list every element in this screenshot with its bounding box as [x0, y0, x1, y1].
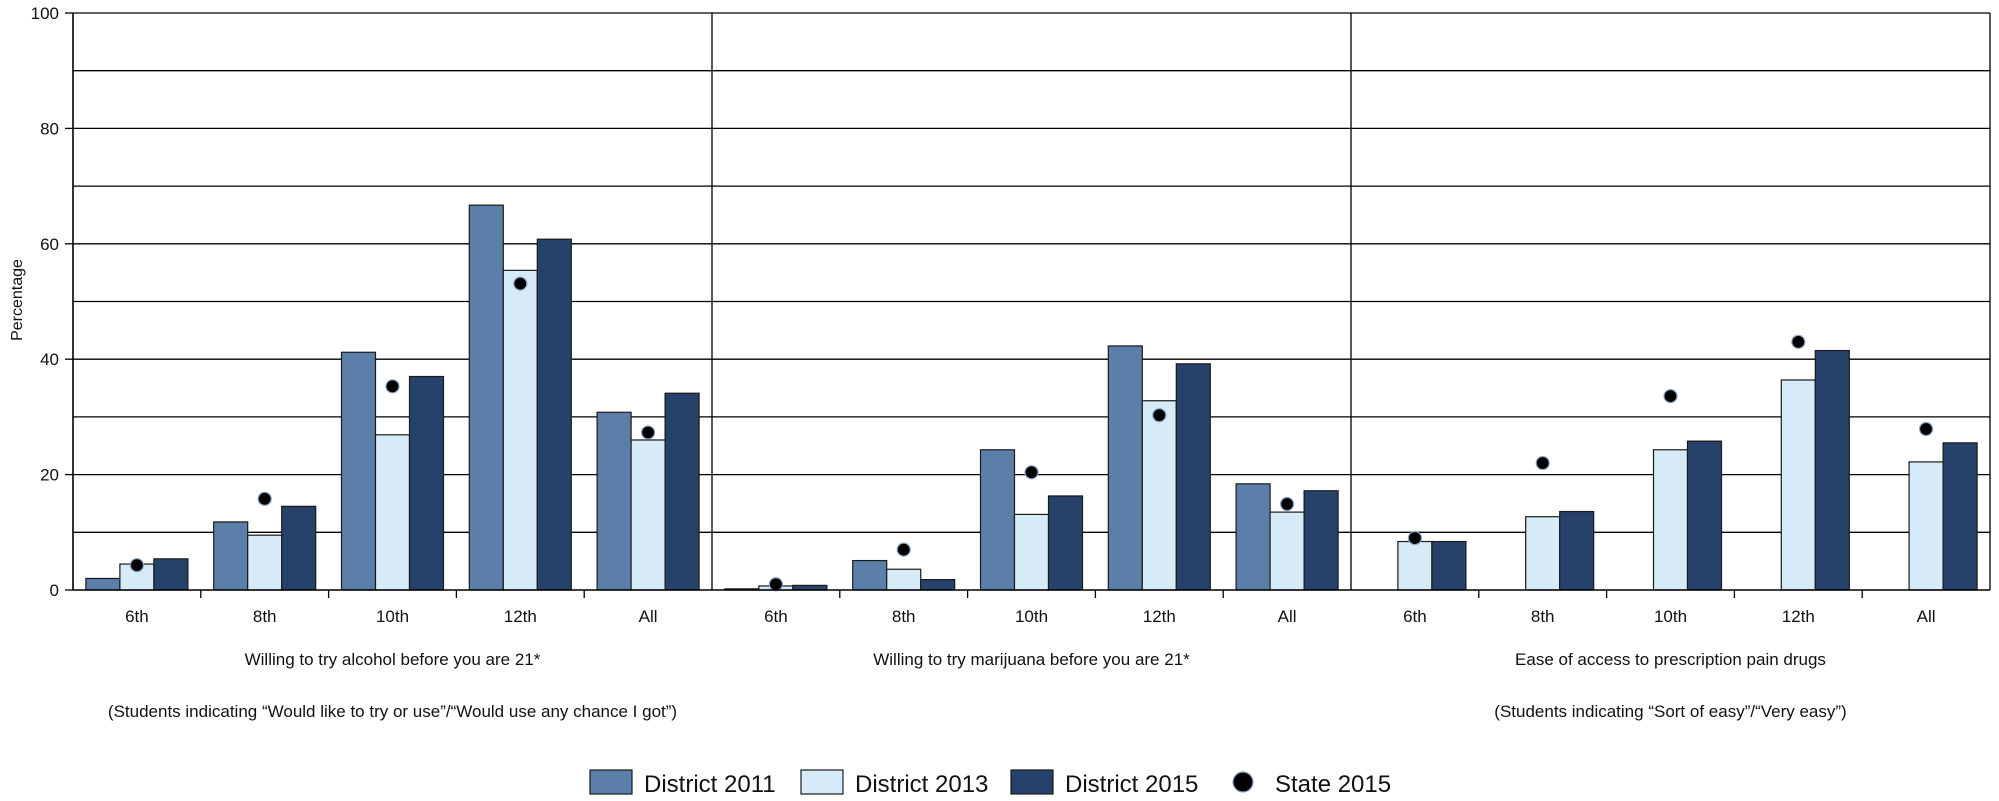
bar-district-2013-12th [1780, 379, 1816, 591]
marker-state-2015-8th [1535, 455, 1550, 471]
legend-label: District 2015 [1065, 771, 1198, 798]
y-tick-label: 40 [40, 350, 59, 369]
bar-district-2015-all [1942, 442, 1978, 591]
bar-district-2015-all [1303, 490, 1339, 591]
marker-state-2015-6th [768, 577, 784, 592]
bar-district-2015-12th [1814, 349, 1850, 591]
legend-swatch [1010, 769, 1054, 795]
bar-district-2013-12th [1141, 400, 1177, 591]
legend-swatch [589, 769, 633, 795]
marker-state-2015-10th [1663, 389, 1678, 404]
bar-district-2011-6th [85, 577, 121, 591]
legend: District 2011 District 2013 District 2015 S… [589, 769, 1391, 798]
marker-state-2015-6th [129, 558, 144, 573]
legend-swatch [800, 769, 844, 795]
panel-title: Ease of access to prescription pain drug… [1515, 650, 1826, 669]
y-tick-label: 20 [40, 466, 59, 485]
bar-district-2015-8th [281, 505, 317, 591]
y-tick-label: 0 [50, 581, 59, 600]
legend-label: State 2015 [1275, 771, 1391, 798]
legend-label: District 2011 [644, 771, 776, 798]
bar-district-2013-10th [1013, 513, 1050, 591]
x-tick-label: 8th [253, 607, 277, 626]
marker-state-2015-12th [1791, 334, 1806, 349]
bar-district-2013-8th [1525, 516, 1561, 591]
bar-district-2013-12th [502, 269, 538, 591]
bar-district-2015-10th [1047, 495, 1084, 591]
bar-district-2011-12th [1107, 345, 1143, 591]
panel-title: Willing to try alcohol before you are 21… [245, 650, 541, 669]
bar-district-2011-all [1235, 483, 1271, 591]
bar-district-2013-all [1269, 511, 1305, 591]
axis-labels: 0 20 40 60 80 100 6th 8th 10th 12th All Willing to … [31, 4, 1936, 721]
bar-district-2015-6th [153, 558, 189, 591]
marker-state-2015-10th [385, 379, 400, 394]
marker-state-2015-10th [1024, 465, 1039, 480]
axes [65, 12, 1991, 598]
x-tick-label: 12th [1143, 607, 1176, 626]
bar-district-2015-all [664, 392, 700, 591]
y-tick-label: 80 [40, 119, 59, 138]
x-tick-label: All [1917, 607, 1936, 626]
y-tick-label: 100 [31, 4, 59, 23]
bar-district-2013-6th [1397, 540, 1433, 591]
x-tick-label: 12th [504, 607, 537, 626]
marker-state-2015-all [1918, 421, 1934, 437]
y-axis-title: Percentage [9, 259, 26, 341]
legend-label: District 2013 [855, 771, 988, 798]
bar-district-2015-12th [1175, 363, 1211, 591]
bar-district-2011-10th [340, 351, 377, 591]
marker-state-2015-12th [1152, 408, 1167, 423]
x-tick-label: 6th [1403, 607, 1427, 626]
bar-district-2013-8th [886, 568, 922, 591]
bar-district-2011-12th [468, 204, 504, 591]
y-tick-label: 60 [40, 235, 59, 254]
x-tick-label: 10th [376, 607, 409, 626]
bar-district-2015-8th [920, 579, 956, 591]
x-tick-label: 8th [892, 607, 916, 626]
panel-subtitle: (Students indicating “Sort of easy”/“Ver… [1494, 702, 1846, 721]
x-tick-label: 6th [764, 607, 788, 626]
state-markers [129, 276, 1934, 592]
x-tick-label: 10th [1015, 607, 1048, 626]
x-tick-label: 12th [1782, 607, 1815, 626]
bar-district-2013-10th [374, 434, 411, 591]
marker-state-2015-all [640, 425, 656, 440]
panel-subtitle: (Students indicating “Would like to try … [108, 702, 677, 721]
marker-state-2015-8th [257, 491, 272, 506]
bar-district-2011-all [596, 411, 632, 591]
bar-district-2015-10th [1686, 440, 1723, 591]
marker-state-2015-6th [1407, 530, 1423, 546]
bars [85, 204, 1978, 591]
x-tick-label: All [639, 607, 658, 626]
bar-district-2013-10th [1652, 449, 1689, 591]
bar-district-2015-12th [536, 238, 572, 591]
panel-title: Willing to try marijuana before you are … [873, 650, 1190, 669]
bar-district-2011-8th [852, 559, 888, 591]
bar-district-2013-all [630, 439, 666, 591]
bar-district-2011-8th [213, 521, 249, 591]
legend-marker [1232, 771, 1254, 793]
bar-district-2015-10th [408, 375, 445, 591]
bar-district-2013-8th [247, 534, 283, 591]
x-tick-label: 6th [125, 607, 149, 626]
x-tick-label: 10th [1654, 607, 1687, 626]
marker-state-2015-12th [513, 276, 528, 291]
marker-state-2015-8th [896, 542, 911, 557]
bar-district-2015-6th [1431, 540, 1467, 591]
x-tick-label: 8th [1531, 607, 1555, 626]
marker-state-2015-all [1279, 496, 1295, 512]
bar-district-2011-10th [979, 449, 1016, 591]
bar-district-2013-all [1908, 461, 1944, 591]
bar-district-2015-8th [1559, 510, 1595, 591]
x-tick-label: All [1278, 607, 1297, 626]
